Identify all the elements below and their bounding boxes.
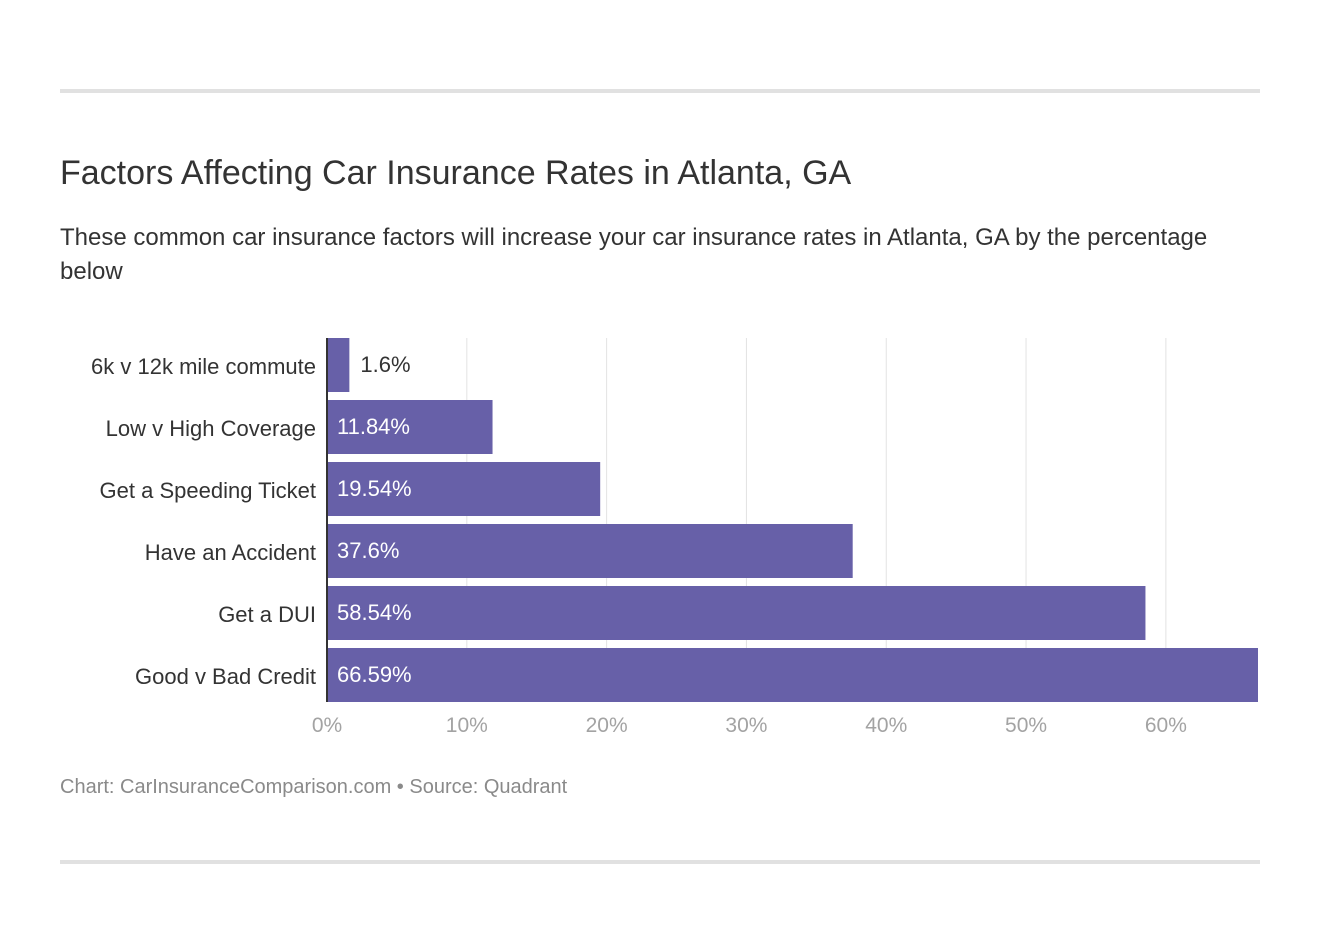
data-label: 66.59% bbox=[337, 662, 412, 687]
category-label: Good v Bad Credit bbox=[135, 664, 316, 689]
bottom-divider bbox=[60, 860, 1260, 864]
bars: 1.6% 11.84% 19.54% 37.6% 58.54% 66.59% bbox=[327, 338, 1258, 702]
data-label: 19.54% bbox=[337, 476, 412, 501]
bar bbox=[327, 648, 1258, 702]
category-label: Get a Speeding Ticket bbox=[100, 478, 316, 503]
x-tick-label: 10% bbox=[446, 714, 488, 737]
bar bbox=[327, 586, 1146, 640]
category-label: Get a DUI bbox=[218, 602, 316, 627]
x-tick-label: 30% bbox=[725, 714, 767, 737]
data-label: 58.54% bbox=[337, 600, 412, 625]
data-label: 37.6% bbox=[337, 538, 399, 563]
category-label: Low v High Coverage bbox=[106, 416, 316, 441]
bar bbox=[327, 400, 493, 454]
x-tick-label: 20% bbox=[586, 714, 628, 737]
bar bbox=[327, 524, 853, 578]
data-label: 11.84% bbox=[337, 414, 410, 439]
x-tick-label: 40% bbox=[865, 714, 907, 737]
bar bbox=[327, 338, 350, 392]
category-labels: 6k v 12k mile commute Low v High Coverage… bbox=[91, 354, 316, 689]
gridlines bbox=[466, 338, 1167, 702]
data-label: 1.6% bbox=[360, 352, 410, 377]
x-tick-label: 0% bbox=[312, 714, 342, 737]
x-tick-label: 60% bbox=[1145, 714, 1187, 737]
category-label: 6k v 12k mile commute bbox=[91, 354, 316, 379]
chart-subtitle: These common car insurance factors will … bbox=[60, 224, 1208, 285]
chart-title: Factors Affecting Car Insurance Rates in… bbox=[60, 154, 852, 192]
x-axis-ticks: 0% 10% 20% 30% 40% 50% 60% bbox=[312, 714, 1187, 737]
chart-source: Chart: CarInsuranceComparison.com • Sour… bbox=[60, 776, 568, 798]
bar bbox=[327, 462, 601, 516]
x-tick-label: 50% bbox=[1005, 714, 1047, 737]
top-divider bbox=[60, 89, 1260, 93]
category-label: Have an Accident bbox=[145, 540, 316, 565]
